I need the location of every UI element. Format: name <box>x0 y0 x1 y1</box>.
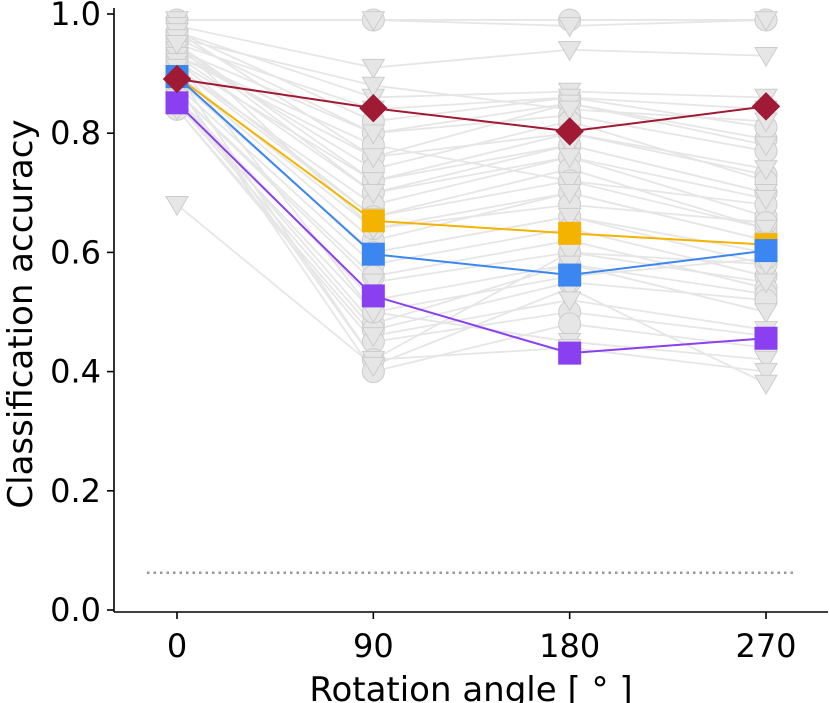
background-series-line-27 <box>176 54 767 170</box>
background-series-36-point-3 <box>754 362 778 384</box>
background-series-line-26 <box>176 36 767 123</box>
background-series-29-point-3 <box>754 190 778 211</box>
background-series-37-point-0 <box>165 195 189 217</box>
series-1-point-1 <box>361 242 385 266</box>
background-series-30-point-2 <box>557 172 582 193</box>
series-1-line <box>176 75 767 277</box>
tick-labels: 0.0 0.2 0.4 0.6 0.8 1.0 0 90 180 270 <box>50 0 796 665</box>
series-0-point-2 <box>558 221 582 245</box>
y-tick-label-5: 1.0 <box>50 0 101 33</box>
y-tick-label-0: 0.0 <box>50 591 101 629</box>
background-series-38-point-1 <box>361 327 386 348</box>
series-2-point-2 <box>558 341 582 365</box>
background-series-line-24 <box>176 42 767 111</box>
background-series-31-point-2 <box>557 184 582 205</box>
series-2-point-1 <box>361 284 385 308</box>
x-tick-label-1: 90 <box>353 627 394 665</box>
background-series-line-22 <box>176 25 767 69</box>
y-tick-label-1: 0.2 <box>50 472 101 510</box>
background-series-26-point-2 <box>557 100 582 121</box>
background-series-22-point-1 <box>361 58 386 80</box>
background-series-27-point-3 <box>754 160 778 181</box>
x-tick-label-3: 270 <box>735 627 796 665</box>
background-series-line-10 <box>176 84 767 278</box>
background-series-37-point-1 <box>361 356 386 378</box>
series-3-point-1 <box>359 93 388 123</box>
series-0-point-1 <box>361 209 385 233</box>
background-series-line-37 <box>176 204 767 385</box>
y-tick-label-4: 0.8 <box>50 114 101 152</box>
series-3-point-0 <box>162 64 192 94</box>
background-series-line-21 <box>177 19 767 27</box>
background-series-layer <box>165 8 778 395</box>
series-3-line <box>176 77 767 133</box>
background-series-29-point-1 <box>361 184 386 205</box>
background-series-line-29 <box>176 43 767 200</box>
background-series-25-point-3 <box>754 136 778 157</box>
background-series-27-point-1 <box>361 148 386 169</box>
x-tick-label-2: 180 <box>539 627 600 665</box>
y-tick-label-3: 0.6 <box>50 233 101 271</box>
series-2-point-0 <box>165 91 189 115</box>
background-series-30-point-3 <box>754 219 778 240</box>
highlighted-series-layer <box>162 64 781 365</box>
background-series-16-point-2 <box>558 312 582 336</box>
background-series-line-30 <box>176 66 767 230</box>
background-series-29-point-0 <box>165 35 189 56</box>
background-series-22-point-3 <box>754 46 778 68</box>
background-series-line-19 <box>176 61 767 313</box>
background-series-33-point-3 <box>754 273 778 294</box>
background-series-line-38 <box>176 108 767 337</box>
background-series-21-point-1 <box>361 11 386 32</box>
background-series-line-15 <box>176 73 767 361</box>
background-series-line-33 <box>176 90 767 284</box>
background-series-line-1 <box>176 43 767 182</box>
series-3-point-2 <box>555 117 584 146</box>
background-series-33-point-1 <box>361 273 386 294</box>
y-axis-title: Classification accuracy <box>1 119 41 508</box>
background-series-28-point-1 <box>361 172 386 193</box>
series-0-line <box>176 75 767 246</box>
background-series-line-11 <box>176 90 767 290</box>
series-1-point-3 <box>754 239 778 263</box>
background-series-line-23 <box>176 31 767 99</box>
background-series-21-point-3 <box>754 11 778 32</box>
background-series-line-31 <box>176 72 767 242</box>
background-series-38-point-2 <box>557 291 582 312</box>
series-3-point-3 <box>751 92 781 121</box>
x-tick-label-0: 0 <box>167 627 187 665</box>
background-series-line-17 <box>176 43 767 230</box>
background-series-35-point-3 <box>754 350 778 372</box>
background-series-line-5 <box>176 60 767 230</box>
y-tick-label-2: 0.4 <box>50 353 101 391</box>
x-axis-title: Rotation angle [ ° ] <box>309 670 632 703</box>
background-series-34-point-3 <box>754 303 778 324</box>
series-1-point-2 <box>558 263 582 287</box>
background-series-37-point-3 <box>754 374 778 395</box>
background-series-line-3 <box>176 37 767 152</box>
background-series-22-point-2 <box>557 41 582 62</box>
background-series-25-point-1 <box>361 124 386 145</box>
series-2-point-3 <box>754 326 778 350</box>
background-series-29-point-2 <box>557 148 582 169</box>
axes <box>113 8 828 613</box>
background-series-line-28 <box>176 60 767 194</box>
background-series-line-25 <box>176 48 767 147</box>
background-series-32-point-2 <box>557 207 582 229</box>
series-2-line <box>176 102 767 355</box>
background-series-line-18 <box>176 31 767 129</box>
background-series-21-point-2 <box>557 17 582 38</box>
background-series-26-point-1 <box>361 76 386 97</box>
